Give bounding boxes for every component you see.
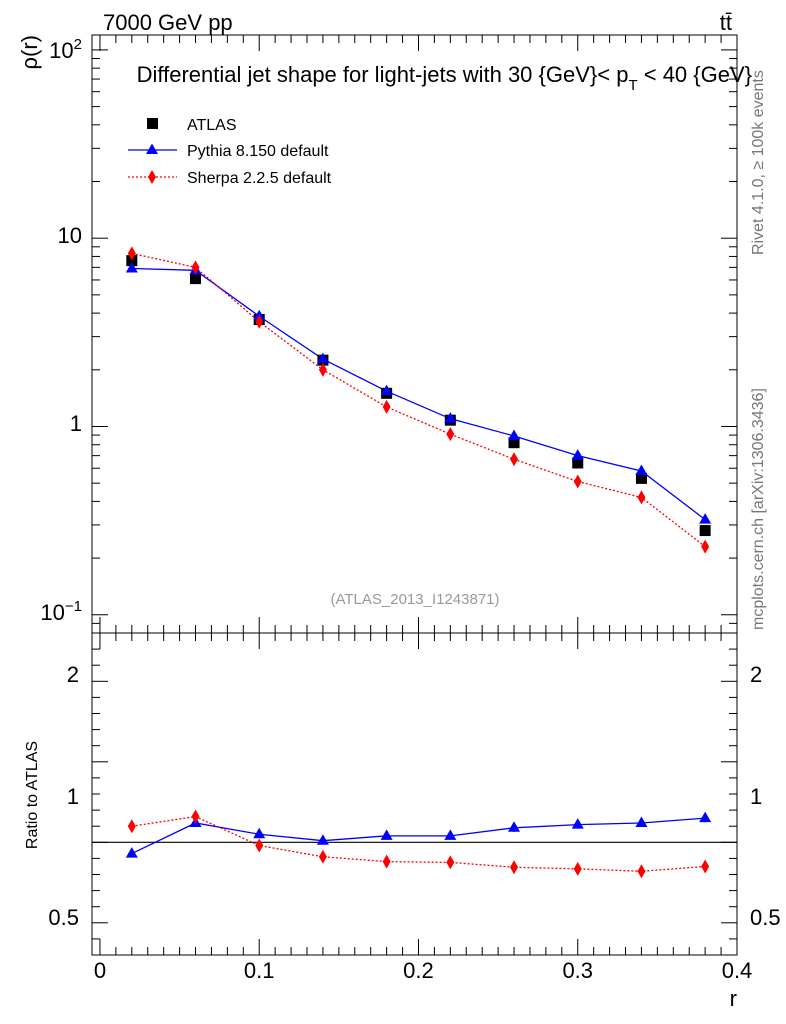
ratio-point-1 — [255, 838, 264, 853]
rivet-label: Rivet 4.1.0, ≥ 100k events — [750, 70, 767, 255]
ratio-y-tick-labels: 2 1 0.5 2 1 0.5 — [48, 662, 780, 930]
xtick-label: 0.1 — [244, 958, 275, 983]
main-point-1 — [508, 429, 521, 441]
main-point-1 — [444, 412, 457, 423]
ratio-point-0 — [125, 847, 138, 858]
ratio-series-line-0 — [131, 817, 706, 855]
main-point-0 — [508, 437, 520, 449]
main-point-1 — [571, 449, 584, 460]
ratio-y-axis-label: Ratio to ATLAS — [24, 741, 41, 849]
process-label: tt̄ — [720, 10, 732, 35]
main-point-0 — [699, 525, 711, 537]
xtick-label: 0.2 — [403, 958, 434, 983]
ratio-ytick-label-1-right: 1 — [750, 784, 762, 809]
main-point-2 — [446, 427, 455, 442]
main-point-1 — [699, 513, 712, 524]
ratio-ytick-label-1: 1 — [67, 784, 79, 809]
ratio-point-0 — [508, 821, 521, 832]
ratio-point-1 — [318, 849, 327, 864]
ratio-point-1 — [446, 855, 455, 870]
legend-pythia-label: Pythia 8.150 default — [187, 143, 329, 160]
x-axis-label: r — [730, 986, 737, 1011]
ratio-point-0 — [444, 829, 457, 840]
main-point-2 — [255, 314, 264, 329]
ratio-point-0 — [635, 816, 648, 827]
ytick-label-0p1: 10−1 — [40, 598, 82, 625]
main-point-0 — [126, 255, 138, 267]
ytick-label-10: 10 — [58, 223, 82, 248]
ytick-label-1: 1 — [70, 411, 82, 436]
main-series-group — [125, 246, 712, 554]
xtick-label: 0 — [94, 958, 106, 983]
main-point-1 — [635, 464, 648, 476]
ratio-point-1 — [382, 854, 391, 869]
main-point-1 — [125, 262, 138, 273]
xtick-label: 0.3 — [562, 958, 593, 983]
legend: ATLAS Pythia 8.150 default Sherpa 2.2.5 … — [128, 117, 332, 187]
ratio-point-1 — [637, 864, 646, 879]
main-point-2 — [318, 362, 327, 377]
ratio-ytick-label-2: 2 — [67, 662, 79, 687]
ratio-point-1 — [127, 819, 136, 834]
ratio-point-1 — [510, 860, 519, 875]
main-point-2 — [573, 474, 582, 489]
main-series-line-2 — [131, 252, 706, 548]
ratio-point-1 — [701, 859, 710, 874]
ratio-series-group — [125, 809, 712, 879]
mcplots-label: mcplots.cern.ch [arXiv:1306.3436] — [750, 388, 767, 630]
legend-atlas-label: ATLAS — [187, 117, 237, 134]
ratio-ytick-label-0p5: 0.5 — [48, 905, 79, 930]
main-point-1 — [380, 384, 393, 396]
energy-label: 7000 GeV pp — [103, 10, 233, 35]
main-point-2 — [701, 539, 710, 554]
analysis-id-label: (ATLAS_2013_I1243871) — [330, 591, 499, 608]
main-y-axis-label: ρ(r) — [17, 35, 42, 70]
main-axis-ticks — [92, 35, 738, 634]
chart-title: Differential jet shape for light-jets wi… — [137, 62, 752, 94]
ratio-point-0 — [699, 811, 712, 823]
ratio-point-0 — [380, 829, 393, 840]
ratio-point-1 — [191, 809, 200, 824]
legend-pythia-marker — [146, 143, 158, 154]
ratio-point-0 — [253, 827, 266, 839]
main-point-2 — [191, 260, 200, 275]
ratio-point-0 — [316, 834, 329, 845]
ytick-label-100: 102 — [49, 36, 82, 63]
ratio-point-1 — [573, 861, 582, 876]
ratio-point-0 — [571, 818, 584, 829]
main-point-1 — [316, 352, 329, 364]
main-point-0 — [635, 472, 647, 484]
xtick-label: 0.4 — [722, 958, 753, 983]
main-point-2 — [382, 399, 391, 414]
main-series-line-1 — [131, 267, 706, 521]
main-point-2 — [637, 490, 646, 505]
main-point-2 — [510, 452, 519, 467]
legend-sherpa-marker — [148, 170, 156, 184]
ratio-ytick-label-2-right: 2 — [750, 662, 762, 687]
ratio-axis-ticks — [92, 632, 738, 956]
legend-atlas-marker — [147, 118, 158, 129]
x-tick-labels: 0 0.1 0.2 0.3 0.4 — [94, 958, 752, 983]
main-y-tick-labels: 102 10 1 10−1 — [40, 36, 82, 625]
ratio-ytick-label-0p5-right: 0.5 — [750, 905, 781, 930]
main-point-0 — [572, 457, 584, 469]
legend-sherpa-label: Sherpa 2.2.5 default — [187, 170, 332, 187]
main-point-0 — [190, 273, 202, 285]
main-point-2 — [127, 246, 136, 261]
